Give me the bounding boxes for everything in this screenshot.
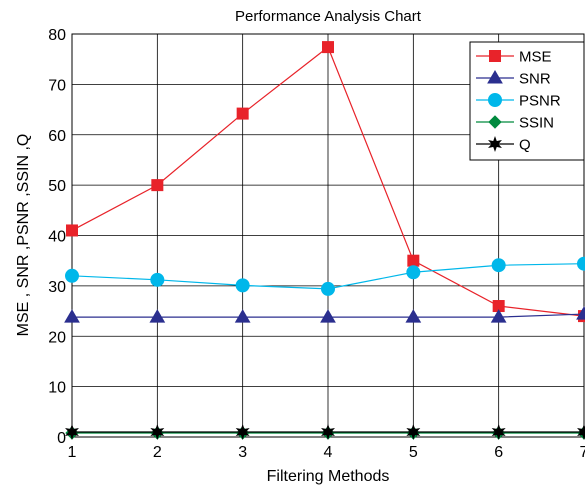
x-tick-label: 4 (324, 444, 333, 461)
x-tick-label: 5 (409, 444, 418, 461)
data-point-psnr (235, 278, 250, 293)
data-point-snr (234, 309, 251, 323)
legend-item-ssin: SSIN (476, 115, 554, 132)
data-point-psnr (321, 281, 335, 296)
legend-label-psnr: PSNR (519, 93, 561, 110)
data-point-q (491, 423, 506, 440)
data-point-mse (322, 41, 334, 54)
data-point-snr (320, 309, 336, 323)
data-point-psnr (150, 272, 165, 287)
data-point-q (406, 423, 421, 440)
series-q (65, 423, 585, 440)
legend-marker-psnr (488, 93, 502, 107)
data-point-snr (64, 309, 80, 323)
data-point-snr (576, 306, 585, 320)
x-tick-label: 2 (153, 444, 162, 461)
data-point-snr (405, 309, 422, 323)
legend-label-ssin: SSIN (519, 115, 554, 132)
y-tick-label: 10 (48, 380, 66, 397)
y-tick-label: 30 (48, 279, 66, 296)
data-point-psnr (65, 268, 79, 283)
data-point-q (235, 423, 250, 440)
data-point-snr (149, 309, 166, 323)
data-point-q (65, 423, 79, 440)
legend-label-snr: SNR (519, 71, 551, 88)
legend-label-q: Q (519, 137, 531, 154)
y-tick-label: 70 (48, 77, 66, 94)
data-point-psnr (406, 265, 421, 280)
data-point-mse (151, 179, 164, 192)
legend-item-snr: SNR (476, 70, 551, 88)
data-point-mse (66, 224, 78, 237)
y-tick-label: 50 (48, 178, 66, 195)
chart-title: Performance Analysis Chart (235, 8, 422, 25)
legend-item-mse: MSE (476, 49, 552, 66)
x-axis-title: Filtering Methods (267, 468, 390, 485)
legend-marker-ssin (488, 115, 502, 129)
y-tick-label: 60 (48, 128, 66, 145)
legend: MSE SNR PSNR SSIN Q (469, 41, 585, 161)
x-tick-label: 7 (580, 444, 585, 461)
data-point-mse (236, 107, 249, 120)
y-tick-label: 0 (57, 430, 66, 447)
data-point-q (321, 423, 335, 440)
legend-marker-q (488, 135, 502, 153)
legend-item-q: Q (476, 135, 531, 154)
legend-marker-mse (489, 50, 501, 62)
y-tick-label: 40 (48, 229, 66, 246)
x-tick-label: 1 (68, 444, 77, 461)
legend-label-mse: MSE (519, 49, 552, 66)
data-point-snr (490, 309, 507, 323)
series-snr (64, 306, 585, 323)
data-point-psnr (577, 256, 585, 271)
x-tick-label: 3 (238, 444, 247, 461)
legend-marker-snr (487, 70, 503, 84)
data-point-psnr (491, 258, 506, 273)
x-tick-label: 6 (494, 444, 503, 461)
data-point-q (577, 423, 585, 440)
data-point-mse (407, 254, 420, 267)
y-tick-label: 20 (48, 329, 66, 346)
series-psnr (65, 256, 585, 296)
data-point-q (150, 423, 165, 440)
y-axis-title: MSE , SNR ,PSNR ,SSIN ,Q (15, 134, 32, 337)
legend-item-psnr: PSNR (476, 93, 561, 110)
series-group (64, 41, 585, 440)
y-tick-label: 80 (48, 27, 66, 44)
